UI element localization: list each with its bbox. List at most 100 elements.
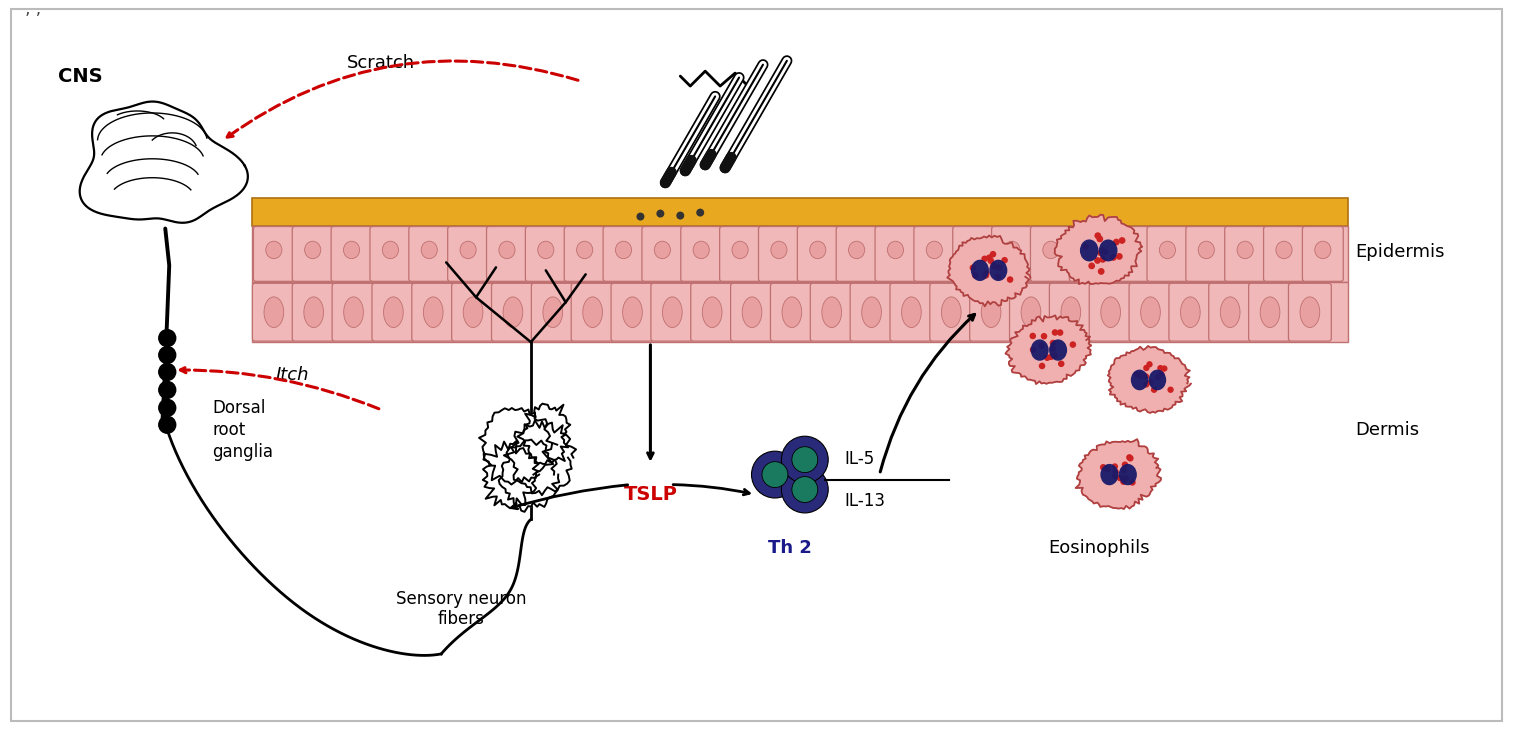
Polygon shape [947,236,1030,307]
Circle shape [1112,464,1118,470]
Ellipse shape [941,297,961,328]
Circle shape [1114,239,1120,245]
Ellipse shape [849,241,865,258]
Circle shape [791,477,817,502]
Circle shape [1094,257,1101,264]
Ellipse shape [1275,241,1292,258]
Ellipse shape [537,241,554,258]
Polygon shape [517,404,570,464]
Ellipse shape [1180,297,1200,328]
FancyBboxPatch shape [372,283,415,341]
Text: TSLP: TSLP [623,485,678,504]
Circle shape [1111,254,1117,261]
Circle shape [1100,464,1106,471]
Circle shape [1144,365,1150,371]
Circle shape [159,330,176,347]
Bar [253,198,1348,226]
Circle shape [1030,346,1036,353]
FancyBboxPatch shape [1129,283,1173,341]
Circle shape [982,272,990,279]
Circle shape [1154,374,1160,381]
FancyBboxPatch shape [720,226,761,281]
FancyBboxPatch shape [837,226,878,281]
Circle shape [1002,257,1008,264]
Ellipse shape [421,241,437,258]
FancyBboxPatch shape [1303,226,1344,281]
Ellipse shape [1260,297,1280,328]
Text: CNS: CNS [57,66,103,85]
Ellipse shape [1061,297,1080,328]
Circle shape [1121,461,1129,468]
Text: Sensory neuron
fibers: Sensory neuron fibers [396,590,527,629]
FancyBboxPatch shape [875,226,915,281]
FancyBboxPatch shape [651,283,694,341]
Circle shape [1121,467,1127,474]
FancyBboxPatch shape [970,283,1012,341]
FancyBboxPatch shape [604,226,645,281]
FancyBboxPatch shape [525,226,566,281]
Circle shape [1050,339,1056,346]
Circle shape [1126,454,1133,461]
FancyBboxPatch shape [850,283,893,341]
Circle shape [1144,381,1150,388]
Text: Eosinophils: Eosinophils [1049,539,1150,557]
Ellipse shape [576,241,593,258]
Circle shape [1082,243,1089,250]
Text: Itch: Itch [275,366,309,384]
Circle shape [159,382,176,399]
FancyBboxPatch shape [1170,283,1212,341]
Circle shape [637,212,645,220]
Ellipse shape [1130,369,1148,391]
Ellipse shape [1238,241,1253,258]
FancyBboxPatch shape [572,283,614,341]
Ellipse shape [693,241,710,258]
FancyBboxPatch shape [797,226,838,281]
Text: Epidermis: Epidermis [1356,243,1445,261]
Ellipse shape [424,297,443,328]
Ellipse shape [1141,297,1160,328]
Ellipse shape [499,241,514,258]
Polygon shape [1076,439,1160,509]
Text: Dermis: Dermis [1356,420,1419,439]
Ellipse shape [266,241,281,258]
Circle shape [1138,373,1144,380]
Ellipse shape [770,241,787,258]
Polygon shape [504,420,576,495]
Ellipse shape [1080,239,1098,261]
Ellipse shape [663,297,682,328]
Circle shape [988,258,994,264]
Ellipse shape [862,297,882,328]
Ellipse shape [343,241,360,258]
Ellipse shape [1042,241,1059,258]
Ellipse shape [543,297,563,328]
FancyBboxPatch shape [292,226,333,281]
Circle shape [1058,361,1065,367]
Bar [253,283,1348,342]
Circle shape [1151,387,1157,393]
FancyBboxPatch shape [331,226,372,281]
FancyBboxPatch shape [758,226,799,281]
Ellipse shape [1221,297,1241,328]
Text: ’ ’: ’ ’ [24,12,41,29]
Circle shape [1120,478,1127,485]
Circle shape [1142,373,1150,380]
FancyBboxPatch shape [253,226,294,281]
Ellipse shape [616,241,631,258]
FancyBboxPatch shape [681,226,722,281]
FancyBboxPatch shape [409,226,449,281]
FancyBboxPatch shape [333,283,375,341]
Ellipse shape [1300,297,1319,328]
Polygon shape [80,101,248,223]
Circle shape [676,212,684,220]
Circle shape [1157,365,1163,372]
Ellipse shape [1005,241,1020,258]
Circle shape [1168,387,1174,393]
Circle shape [781,466,828,513]
Circle shape [1133,371,1139,377]
Ellipse shape [304,241,321,258]
Circle shape [1127,455,1133,461]
Ellipse shape [809,241,826,258]
Ellipse shape [971,260,990,281]
Circle shape [696,209,704,217]
Text: Dorsal
root
ganglia: Dorsal root ganglia [212,399,272,461]
